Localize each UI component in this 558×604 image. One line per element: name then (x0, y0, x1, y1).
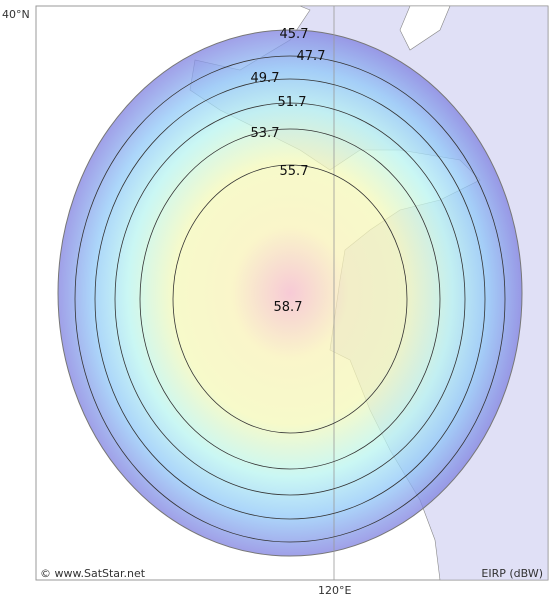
lat-label: 40°N (2, 8, 30, 21)
contour-label: 45.7 (280, 27, 309, 42)
contour-label: 47.7 (297, 49, 326, 64)
peak-label: 58.7 (274, 300, 303, 315)
credit: © www.SatStar.net (40, 567, 146, 580)
contour-line (139, 128, 441, 470)
contour-line (172, 164, 408, 434)
water (399, 5, 451, 51)
contour-label: 53.7 (251, 126, 280, 141)
beam-footprint (57, 29, 523, 557)
contour-label: 51.7 (278, 95, 307, 110)
contour-line (94, 78, 486, 520)
contour-line (114, 102, 466, 496)
contour-line (74, 55, 506, 543)
contour-label: 49.7 (251, 71, 280, 86)
lon-label: 120°E (318, 584, 351, 597)
contour-label: 55.7 (280, 164, 309, 179)
legend-unit: EIRP (dBW) (481, 567, 543, 580)
